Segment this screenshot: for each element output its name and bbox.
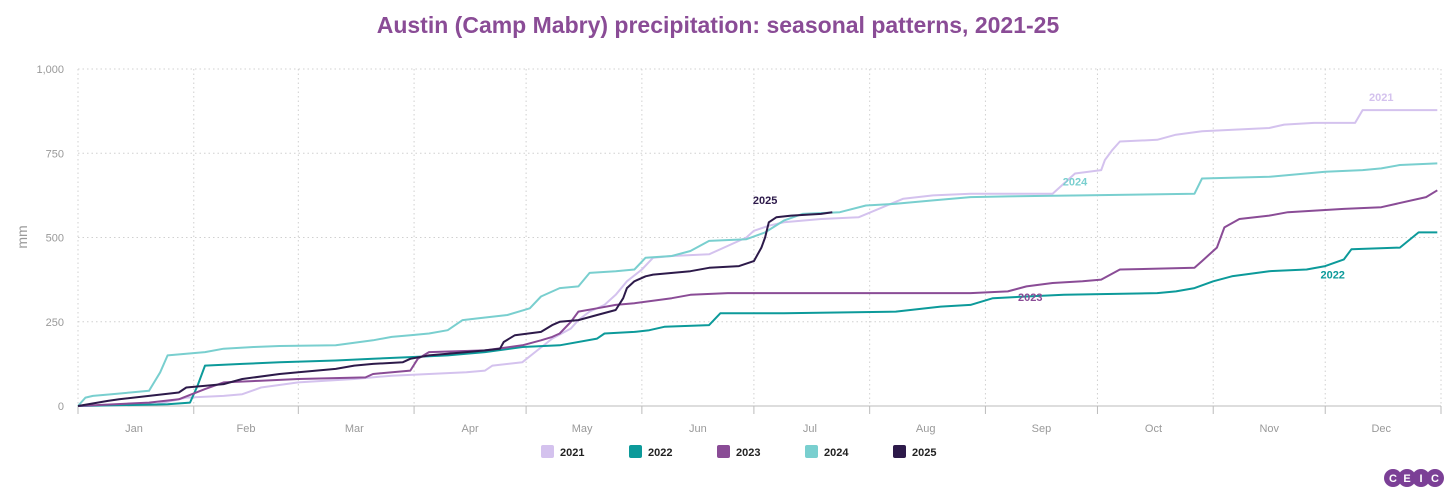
legend-swatch: [805, 445, 818, 458]
series-label-2025: 2025: [753, 195, 777, 207]
y-tick-label: 0: [58, 401, 64, 413]
chart-title: Austin (Camp Mabry) precipitation: seaso…: [377, 12, 1060, 38]
y-tick-label: 1,000: [36, 64, 64, 76]
axes: 0 250 500 750 1,000 Jan Feb Mar Apr May Jun Jul Aug S…: [36, 64, 1442, 435]
x-tick-label: Jan: [125, 423, 143, 435]
logo-letter: E: [1403, 473, 1410, 485]
x-tick-label: Aug: [916, 423, 936, 435]
legend-item-2023[interactable]: 2023: [717, 445, 760, 459]
legend-item-2022[interactable]: 2022: [629, 445, 672, 459]
grid: [77, 68, 1442, 407]
legend-label: 2023: [736, 447, 760, 459]
logo-circle: [1426, 469, 1444, 487]
logo-circle: [1384, 469, 1402, 487]
x-tick-label: Nov: [1259, 423, 1279, 435]
y-tick-label: 500: [46, 233, 64, 245]
logo-circle: [1412, 469, 1430, 487]
x-tick-label: Apr: [462, 423, 479, 435]
logo-letter: C: [1389, 473, 1397, 485]
series-line-2021: [77, 109, 1438, 407]
series-label-2024: 2024: [1063, 176, 1088, 188]
legend-label: 2025: [912, 447, 936, 459]
legend-item-2021[interactable]: 2021: [541, 445, 584, 459]
y-tick-label: 750: [46, 148, 64, 160]
x-tick-label: May: [572, 423, 593, 435]
logo-letter: I: [1419, 473, 1422, 485]
legend-swatch: [541, 445, 554, 458]
series-label-2022: 2022: [1320, 270, 1344, 282]
x-tick-label: Oct: [1145, 423, 1162, 435]
series-line-2022: [77, 231, 1438, 407]
x-tick-label: Sep: [1032, 423, 1052, 435]
legend-swatch: [717, 445, 730, 458]
x-tick-label: Feb: [237, 423, 256, 435]
series-line-2024: [77, 162, 1438, 407]
series-lines: [77, 109, 1438, 407]
series-line-2023: [77, 189, 1438, 407]
series-label-2023: 2023: [1018, 292, 1042, 304]
legend-swatch: [893, 445, 906, 458]
y-axis-label: mm: [14, 225, 30, 248]
legend: 2021 2022 2023 2024 2025: [541, 445, 936, 459]
legend-swatch: [629, 445, 642, 458]
x-tick-label: Jul: [803, 423, 817, 435]
series-line-2025: [77, 211, 833, 407]
x-tick-label: Mar: [345, 423, 364, 435]
logo-circle: [1398, 469, 1416, 487]
series-labels: 2021 2022 2023 2024 2025: [753, 92, 1394, 304]
legend-label: 2024: [824, 447, 849, 459]
y-tick-label: 250: [46, 317, 64, 329]
x-tick-label: Dec: [1371, 423, 1391, 435]
series-label-2021: 2021: [1369, 92, 1393, 104]
legend-label: 2021: [560, 447, 584, 459]
legend-label: 2022: [648, 447, 672, 459]
legend-item-2025[interactable]: 2025: [893, 445, 936, 459]
legend-item-2024[interactable]: 2024: [805, 445, 849, 459]
x-tick-label: Jun: [689, 423, 707, 435]
logo-letter: C: [1431, 473, 1439, 485]
